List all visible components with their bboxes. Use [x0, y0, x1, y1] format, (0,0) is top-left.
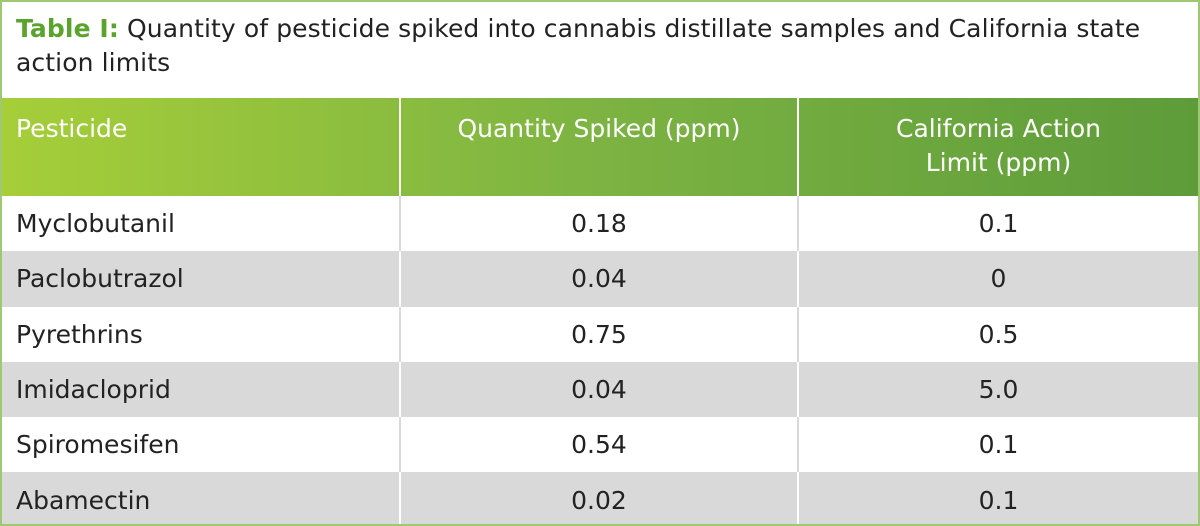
header-pesticide: Pesticide [2, 98, 401, 196]
cell-quantity-spiked: 0.75 [399, 306, 799, 362]
caption-label: Table I: [16, 14, 119, 43]
table-row: Paclobutrazol 0.04 0 [2, 251, 1198, 307]
header-action-limit: California Action Limit (ppm) [797, 98, 1198, 196]
cell-pesticide: Pyrethrins [2, 306, 401, 362]
cell-pesticide: Spiromesifen [2, 417, 401, 473]
caption-text: Quantity of pesticide spiked into cannab… [16, 14, 1141, 77]
table-header-row: Pesticide Quantity Spiked (ppm) Californ… [2, 98, 1198, 196]
cell-quantity-spiked: 0.18 [399, 196, 799, 252]
table-caption: Table I: Quantity of pesticide spiked in… [16, 12, 1186, 80]
cell-action-limit: 0.5 [797, 306, 1198, 362]
header-quantity-spiked: Quantity Spiked (ppm) [399, 98, 799, 196]
cell-quantity-spiked: 0.02 [399, 472, 799, 524]
table-row: Spiromesifen 0.54 0.1 [2, 417, 1198, 473]
cell-action-limit: 0.1 [797, 417, 1198, 473]
cell-pesticide: Myclobutanil [2, 196, 401, 252]
cell-pesticide: Imidacloprid [2, 361, 401, 418]
table-row: Abamectin 0.02 0.1 [2, 472, 1198, 524]
table-row: Imidacloprid 0.04 5.0 [2, 361, 1198, 418]
cell-action-limit: 0.1 [797, 196, 1198, 252]
cell-quantity-spiked: 0.04 [399, 251, 799, 307]
cell-action-limit: 0 [797, 251, 1198, 307]
pesticide-table: Pesticide Quantity Spiked (ppm) Californ… [2, 98, 1198, 524]
cell-action-limit: 0.1 [797, 472, 1198, 524]
cell-quantity-spiked: 0.04 [399, 361, 799, 418]
table-row: Myclobutanil 0.18 0.1 [2, 196, 1198, 252]
table-row: Pyrethrins 0.75 0.5 [2, 306, 1198, 362]
cell-action-limit: 5.0 [797, 361, 1198, 418]
cell-quantity-spiked: 0.54 [399, 417, 799, 473]
cell-pesticide: Abamectin [2, 472, 401, 524]
cell-pesticide: Paclobutrazol [2, 251, 401, 307]
